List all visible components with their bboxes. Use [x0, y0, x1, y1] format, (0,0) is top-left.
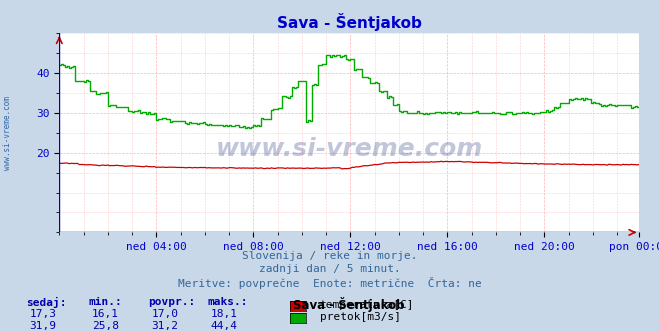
Text: www.si-vreme.com: www.si-vreme.com	[3, 96, 13, 170]
Text: Sava - Šentjakob: Sava - Šentjakob	[293, 297, 405, 312]
Text: 44,4: 44,4	[211, 321, 237, 331]
Text: temperatura[C]: temperatura[C]	[320, 300, 414, 310]
Text: 16,1: 16,1	[92, 309, 119, 319]
Text: sedaj:: sedaj:	[26, 297, 67, 308]
Text: 18,1: 18,1	[211, 309, 237, 319]
Text: 31,9: 31,9	[30, 321, 56, 331]
Text: 31,2: 31,2	[152, 321, 178, 331]
Text: maks.:: maks.:	[208, 297, 248, 307]
Text: pretok[m3/s]: pretok[m3/s]	[320, 312, 401, 322]
Text: povpr.:: povpr.:	[148, 297, 196, 307]
Text: 17,3: 17,3	[30, 309, 56, 319]
Text: Meritve: povprečne  Enote: metrične  Črta: ne: Meritve: povprečne Enote: metrične Črta:…	[178, 277, 481, 289]
Text: 17,0: 17,0	[152, 309, 178, 319]
Text: www.si-vreme.com: www.si-vreme.com	[215, 137, 483, 161]
Text: Slovenija / reke in morje.: Slovenija / reke in morje.	[242, 251, 417, 261]
Text: min.:: min.:	[89, 297, 123, 307]
Title: Sava - Šentjakob: Sava - Šentjakob	[277, 13, 422, 31]
Text: 25,8: 25,8	[92, 321, 119, 331]
Text: zadnji dan / 5 minut.: zadnji dan / 5 minut.	[258, 264, 401, 274]
